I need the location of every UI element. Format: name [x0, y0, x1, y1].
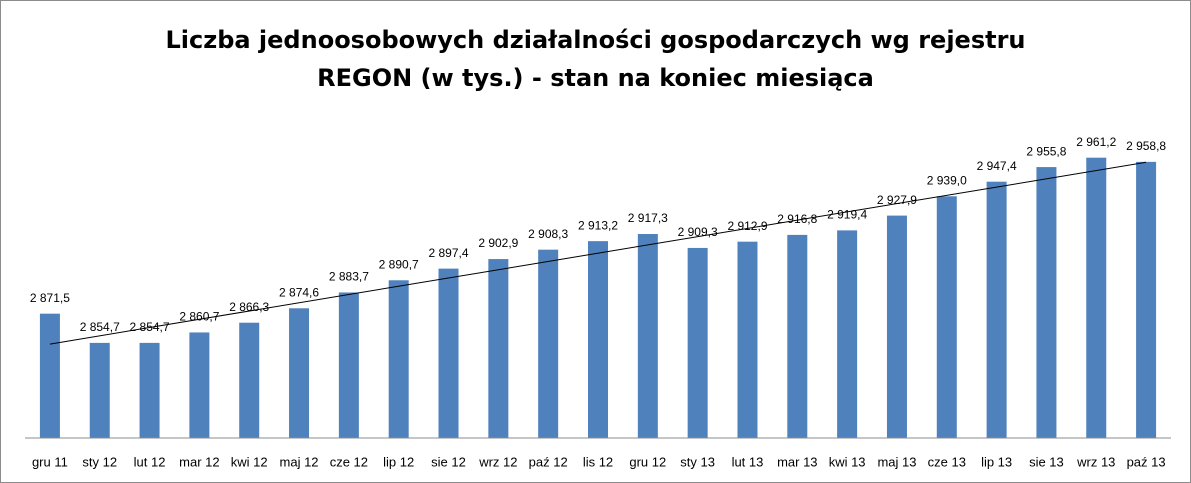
x-tick-label: lip 12: [383, 454, 414, 469]
x-tick-label: lip 13: [981, 454, 1012, 469]
value-label: 2 939,0: [927, 173, 967, 187]
bar: [538, 249, 559, 438]
value-label: 2 902,9: [478, 236, 518, 250]
x-tick-label: mar 12: [179, 454, 219, 469]
x-tick-label: lut 12: [134, 454, 166, 469]
value-label: 2 961,2: [1076, 135, 1116, 149]
bar: [787, 234, 808, 438]
x-tick-label: wrz 12: [478, 454, 517, 469]
bar: [139, 342, 160, 438]
value-label: 2 947,4: [977, 159, 1017, 173]
bar: [837, 230, 858, 438]
bar: [189, 332, 210, 438]
x-tick-label: wrz 13: [1076, 454, 1115, 469]
value-label: 2 927,9: [877, 193, 917, 207]
x-tick-label: paź 12: [529, 454, 568, 469]
value-label: 2 955,8: [1026, 144, 1066, 158]
value-label: 2 860,7: [179, 310, 219, 324]
value-label: 2 913,2: [578, 218, 618, 232]
x-tick-label: paź 13: [1127, 454, 1166, 469]
value-label: 2 916,8: [777, 212, 817, 226]
x-tick-label: mar 13: [777, 454, 817, 469]
bar: [239, 322, 260, 438]
trendline: [49, 161, 1147, 345]
value-label: 2 871,5: [30, 291, 70, 305]
x-tick-label: sie 13: [1029, 454, 1064, 469]
value-label: 2 874,6: [279, 285, 319, 299]
bar: [886, 215, 907, 438]
bar: [388, 280, 409, 438]
bar: [1086, 157, 1107, 439]
bar: [986, 181, 1007, 438]
x-tick-label: sty 13: [680, 454, 715, 469]
value-label: 2 909,3: [678, 225, 718, 239]
x-tick-label: sie 12: [431, 454, 466, 469]
x-tick-label: lut 13: [732, 454, 764, 469]
bar: [1036, 167, 1057, 438]
value-label: 2 908,3: [528, 227, 568, 241]
x-tick-label: kwi 13: [829, 454, 866, 469]
bar: [488, 259, 509, 438]
value-label: 2 883,7: [329, 270, 369, 284]
x-tick-label: lis 12: [583, 454, 613, 469]
bar: [637, 234, 658, 438]
x-tick-label: kwi 12: [231, 454, 268, 469]
bar: [338, 292, 359, 438]
value-label: 2 958,8: [1126, 139, 1166, 153]
x-tick-label: gru 11: [32, 454, 68, 469]
value-label: 2 919,4: [827, 208, 867, 222]
bar: [687, 247, 708, 438]
value-label: 2 897,4: [428, 246, 468, 260]
x-tick-label: maj 12: [280, 454, 319, 469]
bar: [1136, 161, 1157, 438]
x-tick-label: cze 13: [928, 454, 966, 469]
chart-title: Liczba jednoosobowych działalności gospo…: [165, 26, 1026, 92]
value-label: 2 912,9: [727, 219, 767, 233]
x-tick-label: sty 12: [82, 454, 117, 469]
bar: [936, 196, 957, 438]
value-label: 2 866,3: [229, 300, 269, 314]
bar: [737, 241, 758, 438]
bar: [289, 308, 310, 438]
x-tick-label: cze 12: [330, 454, 368, 469]
value-label: 2 917,3: [628, 211, 668, 225]
x-tick-label: maj 13: [877, 454, 916, 469]
value-label: 2 890,7: [379, 257, 419, 271]
bar: [588, 241, 608, 438]
bar: [39, 313, 60, 438]
x-tick-label: gru 12: [629, 454, 666, 469]
bar: [438, 268, 459, 438]
bar: [89, 342, 110, 438]
value-label: 2 854,7: [80, 320, 120, 334]
